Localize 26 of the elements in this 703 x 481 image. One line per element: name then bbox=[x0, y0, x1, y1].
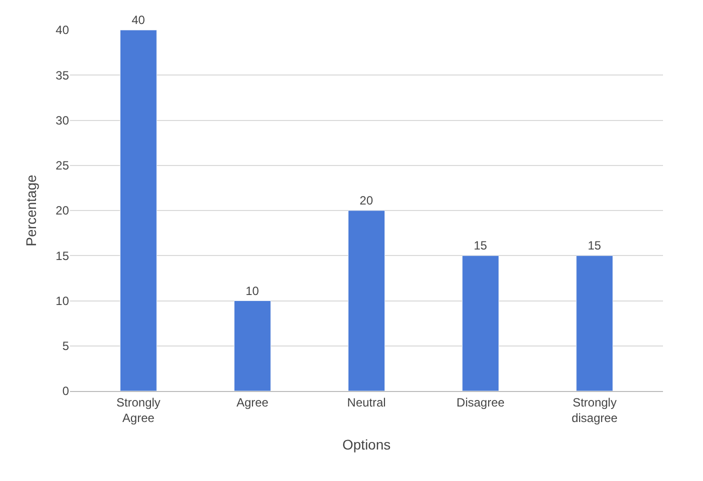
bar bbox=[462, 255, 500, 391]
y-tick-label: 10 bbox=[56, 294, 70, 308]
y-axis-title: Percentage bbox=[23, 174, 40, 246]
y-tick-label: 40 bbox=[56, 23, 70, 38]
data-label: 10 bbox=[246, 284, 260, 298]
y-tick-label: 0 bbox=[62, 384, 70, 398]
bar bbox=[576, 255, 614, 391]
x-tick-label: Agree bbox=[236, 395, 269, 410]
x-axis-title: Options bbox=[342, 436, 391, 452]
data-label: 15 bbox=[588, 238, 602, 253]
y-tick-label: 30 bbox=[56, 113, 70, 128]
data-label: 40 bbox=[132, 13, 146, 27]
y-tick-label: 35 bbox=[56, 68, 70, 82]
data-label: 20 bbox=[360, 194, 374, 208]
x-tick-label: Strongly Agree bbox=[116, 395, 160, 425]
y-tick-label: 15 bbox=[56, 248, 70, 263]
x-tick-label: Neutral bbox=[347, 395, 386, 410]
x-tick-label: Strongly disagree bbox=[572, 395, 618, 425]
y-tick-label: 5 bbox=[62, 339, 70, 354]
y-tick-label: 20 bbox=[56, 204, 70, 218]
y-tick-label: 25 bbox=[56, 158, 70, 173]
data-label: 15 bbox=[474, 238, 488, 253]
x-tick-label: Disagree bbox=[456, 395, 505, 410]
bar bbox=[120, 30, 157, 391]
bar bbox=[234, 300, 271, 391]
bar bbox=[348, 210, 385, 391]
